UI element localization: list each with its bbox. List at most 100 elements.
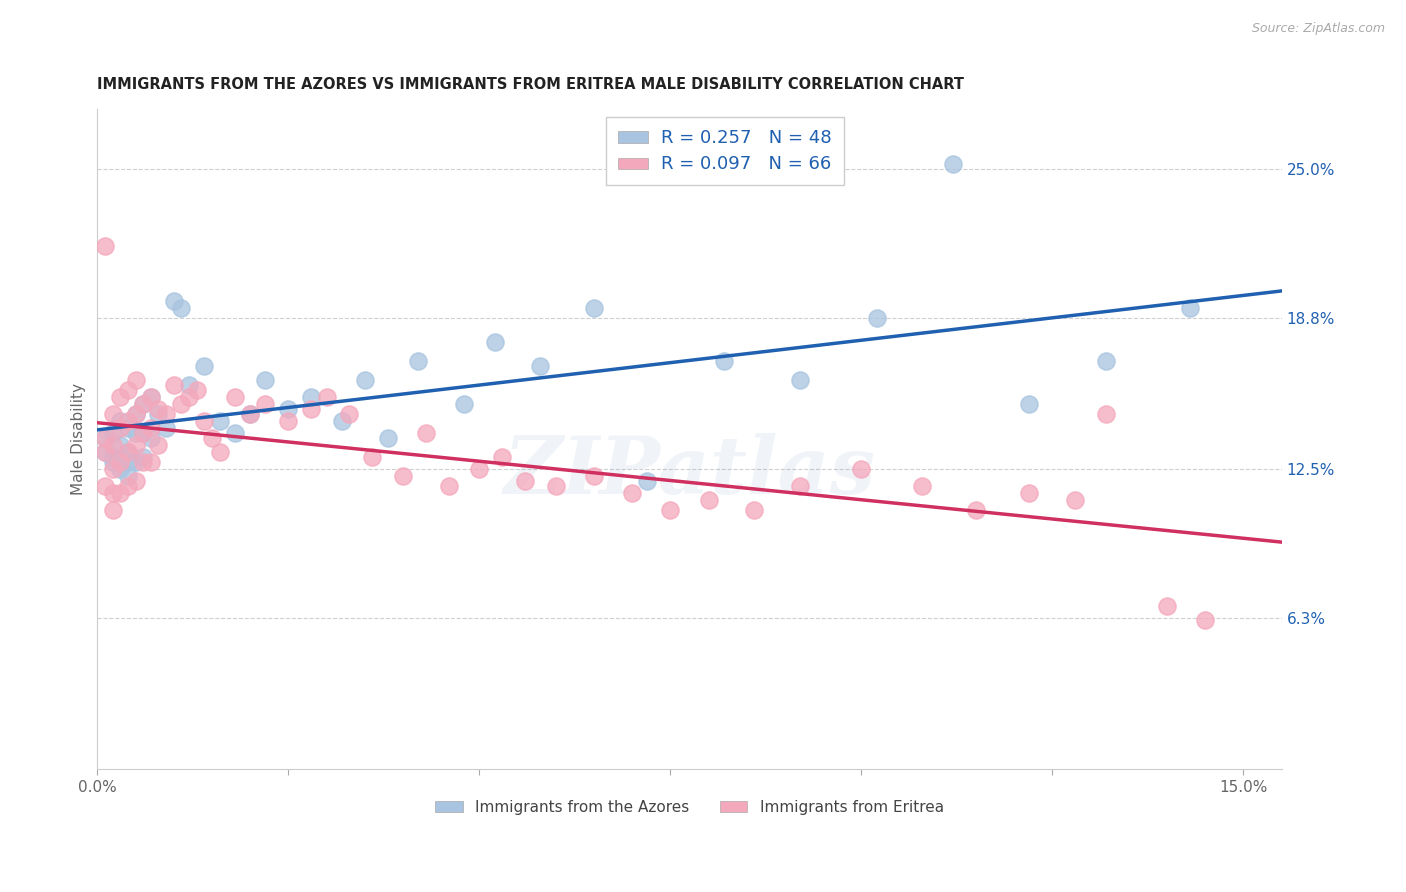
Point: [94, 479, 117, 493]
Point: [299, 402, 322, 417]
Point: [415, 426, 437, 441]
Point: [713, 354, 735, 368]
Point: [744, 503, 766, 517]
Point: [361, 450, 384, 464]
Point: [124, 426, 146, 441]
Point: [110, 462, 132, 476]
Point: [94, 445, 117, 459]
Point: [1018, 486, 1040, 500]
Point: [101, 455, 124, 469]
Point: [339, 407, 361, 421]
Point: [544, 479, 567, 493]
Point: [1194, 614, 1216, 628]
Point: [224, 426, 246, 441]
Point: [177, 390, 200, 404]
Point: [155, 407, 177, 421]
Point: [911, 479, 934, 493]
Point: [132, 397, 155, 411]
Point: [636, 474, 658, 488]
Point: [110, 486, 132, 500]
Text: ZIPatlas: ZIPatlas: [503, 434, 876, 511]
Point: [239, 407, 262, 421]
Point: [377, 431, 399, 445]
Point: [193, 414, 215, 428]
Legend: Immigrants from the Azores, Immigrants from Eritrea: Immigrants from the Azores, Immigrants f…: [429, 794, 949, 822]
Point: [117, 445, 139, 459]
Point: [117, 421, 139, 435]
Point: [789, 479, 811, 493]
Point: [1018, 397, 1040, 411]
Point: [110, 455, 132, 469]
Point: [170, 397, 193, 411]
Point: [101, 438, 124, 452]
Point: [529, 359, 551, 373]
Point: [1156, 599, 1178, 613]
Point: [117, 414, 139, 428]
Point: [124, 407, 146, 421]
Point: [110, 414, 132, 428]
Point: [1064, 493, 1087, 508]
Text: IMMIGRANTS FROM THE AZORES VS IMMIGRANTS FROM ERITREA MALE DISABILITY CORRELATIO: IMMIGRANTS FROM THE AZORES VS IMMIGRANTS…: [97, 78, 965, 93]
Point: [94, 445, 117, 459]
Point: [155, 421, 177, 435]
Point: [139, 390, 162, 404]
Point: [132, 450, 155, 464]
Point: [124, 373, 146, 387]
Point: [124, 407, 146, 421]
Point: [201, 431, 224, 445]
Point: [101, 503, 124, 517]
Point: [208, 445, 231, 459]
Point: [110, 390, 132, 404]
Point: [315, 390, 337, 404]
Point: [148, 402, 170, 417]
Y-axis label: Male Disability: Male Disability: [72, 383, 86, 495]
Point: [101, 426, 124, 441]
Point: [132, 426, 155, 441]
Point: [177, 378, 200, 392]
Point: [659, 503, 682, 517]
Point: [1094, 407, 1116, 421]
Point: [94, 239, 117, 253]
Point: [208, 414, 231, 428]
Point: [117, 479, 139, 493]
Point: [148, 407, 170, 421]
Point: [94, 431, 117, 445]
Point: [697, 493, 720, 508]
Point: [851, 462, 873, 476]
Point: [515, 474, 537, 488]
Point: [277, 414, 299, 428]
Point: [453, 397, 475, 411]
Point: [139, 431, 162, 445]
Point: [117, 383, 139, 397]
Point: [101, 407, 124, 421]
Point: [254, 373, 277, 387]
Point: [491, 450, 513, 464]
Point: [124, 438, 146, 452]
Point: [110, 421, 132, 435]
Point: [437, 479, 460, 493]
Point: [965, 503, 987, 517]
Point: [186, 383, 208, 397]
Point: [277, 402, 299, 417]
Point: [101, 450, 124, 464]
Point: [224, 390, 246, 404]
Point: [468, 462, 491, 476]
Point: [139, 455, 162, 469]
Point: [163, 293, 186, 308]
Point: [582, 469, 605, 483]
Point: [484, 334, 506, 349]
Point: [132, 426, 155, 441]
Point: [330, 414, 353, 428]
Point: [353, 373, 375, 387]
Point: [254, 397, 277, 411]
Point: [392, 469, 415, 483]
Point: [148, 438, 170, 452]
Point: [239, 407, 262, 421]
Point: [139, 421, 162, 435]
Point: [132, 397, 155, 411]
Point: [163, 378, 186, 392]
Text: Source: ZipAtlas.com: Source: ZipAtlas.com: [1251, 22, 1385, 36]
Point: [117, 469, 139, 483]
Point: [582, 301, 605, 316]
Point: [110, 438, 132, 452]
